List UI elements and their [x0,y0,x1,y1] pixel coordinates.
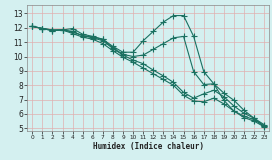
X-axis label: Humidex (Indice chaleur): Humidex (Indice chaleur) [93,142,204,151]
